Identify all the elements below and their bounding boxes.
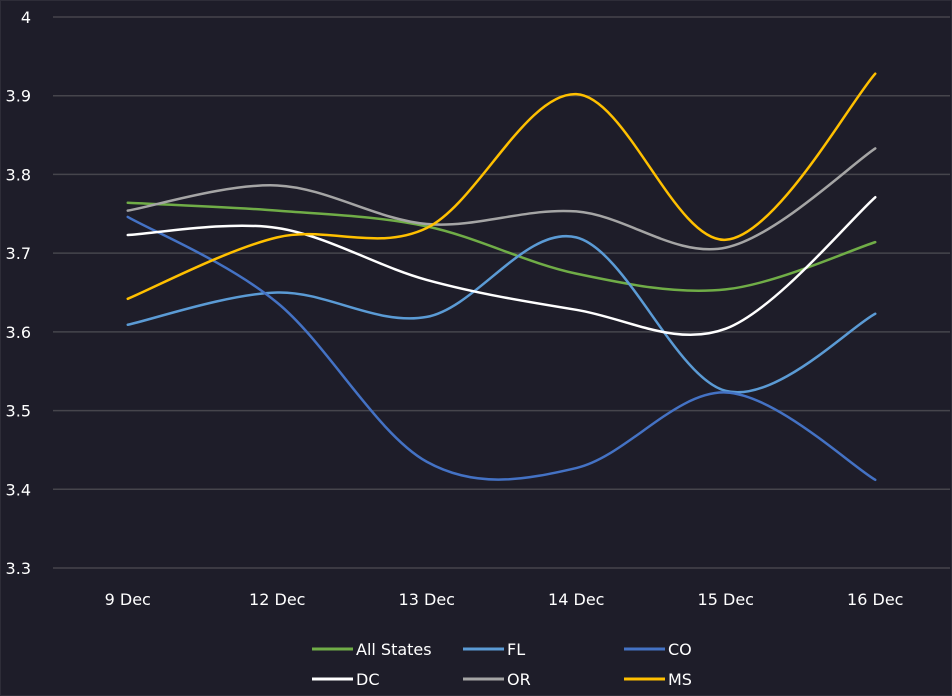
- y-tick-label: 3.5: [6, 402, 31, 421]
- legend-label: All States: [356, 640, 432, 659]
- gridlines: [53, 16, 950, 569]
- y-tick-label: 3.8: [6, 165, 31, 184]
- x-axis: 9 Dec 12 Dec 13 Dec 14 Dec 15 Dec 16 Dec: [105, 590, 904, 609]
- y-tick-label: 3.7: [6, 244, 31, 263]
- x-tick-label: 16 Dec: [847, 590, 903, 609]
- legend-label: DC: [356, 670, 380, 689]
- legend: All States FL CO DC OR MS: [312, 640, 692, 689]
- series-co: [126, 215, 877, 482]
- series-ms: [126, 72, 877, 301]
- series-line-all-states: [126, 201, 877, 292]
- legend-item-fl: FL: [463, 640, 525, 659]
- series-line-ms: [126, 72, 877, 301]
- legend-label: CO: [668, 640, 692, 659]
- legend-item-dc: DC: [312, 670, 380, 689]
- series-line-or: [126, 147, 877, 251]
- y-tick-label: 4: [21, 8, 31, 27]
- series-fl: [126, 234, 877, 394]
- y-tick-label: 3.9: [6, 87, 31, 106]
- y-tick-label: 3.6: [6, 323, 31, 342]
- y-tick-label: 3.4: [6, 480, 31, 499]
- x-tick-label: 12 Dec: [249, 590, 305, 609]
- series-lines: [126, 72, 877, 482]
- legend-label: MS: [668, 670, 692, 689]
- y-tick-label: 3.3: [6, 559, 31, 578]
- legend-item-or: OR: [463, 670, 531, 689]
- series-line-fl: [126, 234, 877, 394]
- legend-item-ms: MS: [624, 670, 692, 689]
- y-axis: 3.3 3.4 3.5 3.6 3.7 3.8 3.9 4: [6, 8, 31, 578]
- series-dc: [126, 196, 877, 337]
- series-line-dc: [126, 196, 877, 337]
- x-tick-label: 15 Dec: [698, 590, 754, 609]
- x-tick-label: 14 Dec: [548, 590, 604, 609]
- series-all-states: [126, 201, 877, 292]
- legend-item-all-states: All States: [312, 640, 432, 659]
- series-or: [126, 147, 877, 251]
- legend-label: OR: [507, 670, 531, 689]
- x-tick-label: 13 Dec: [399, 590, 455, 609]
- legend-item-co: CO: [624, 640, 692, 659]
- x-tick-label: 9 Dec: [105, 590, 151, 609]
- legend-label: FL: [507, 640, 525, 659]
- series-line-co: [126, 215, 877, 482]
